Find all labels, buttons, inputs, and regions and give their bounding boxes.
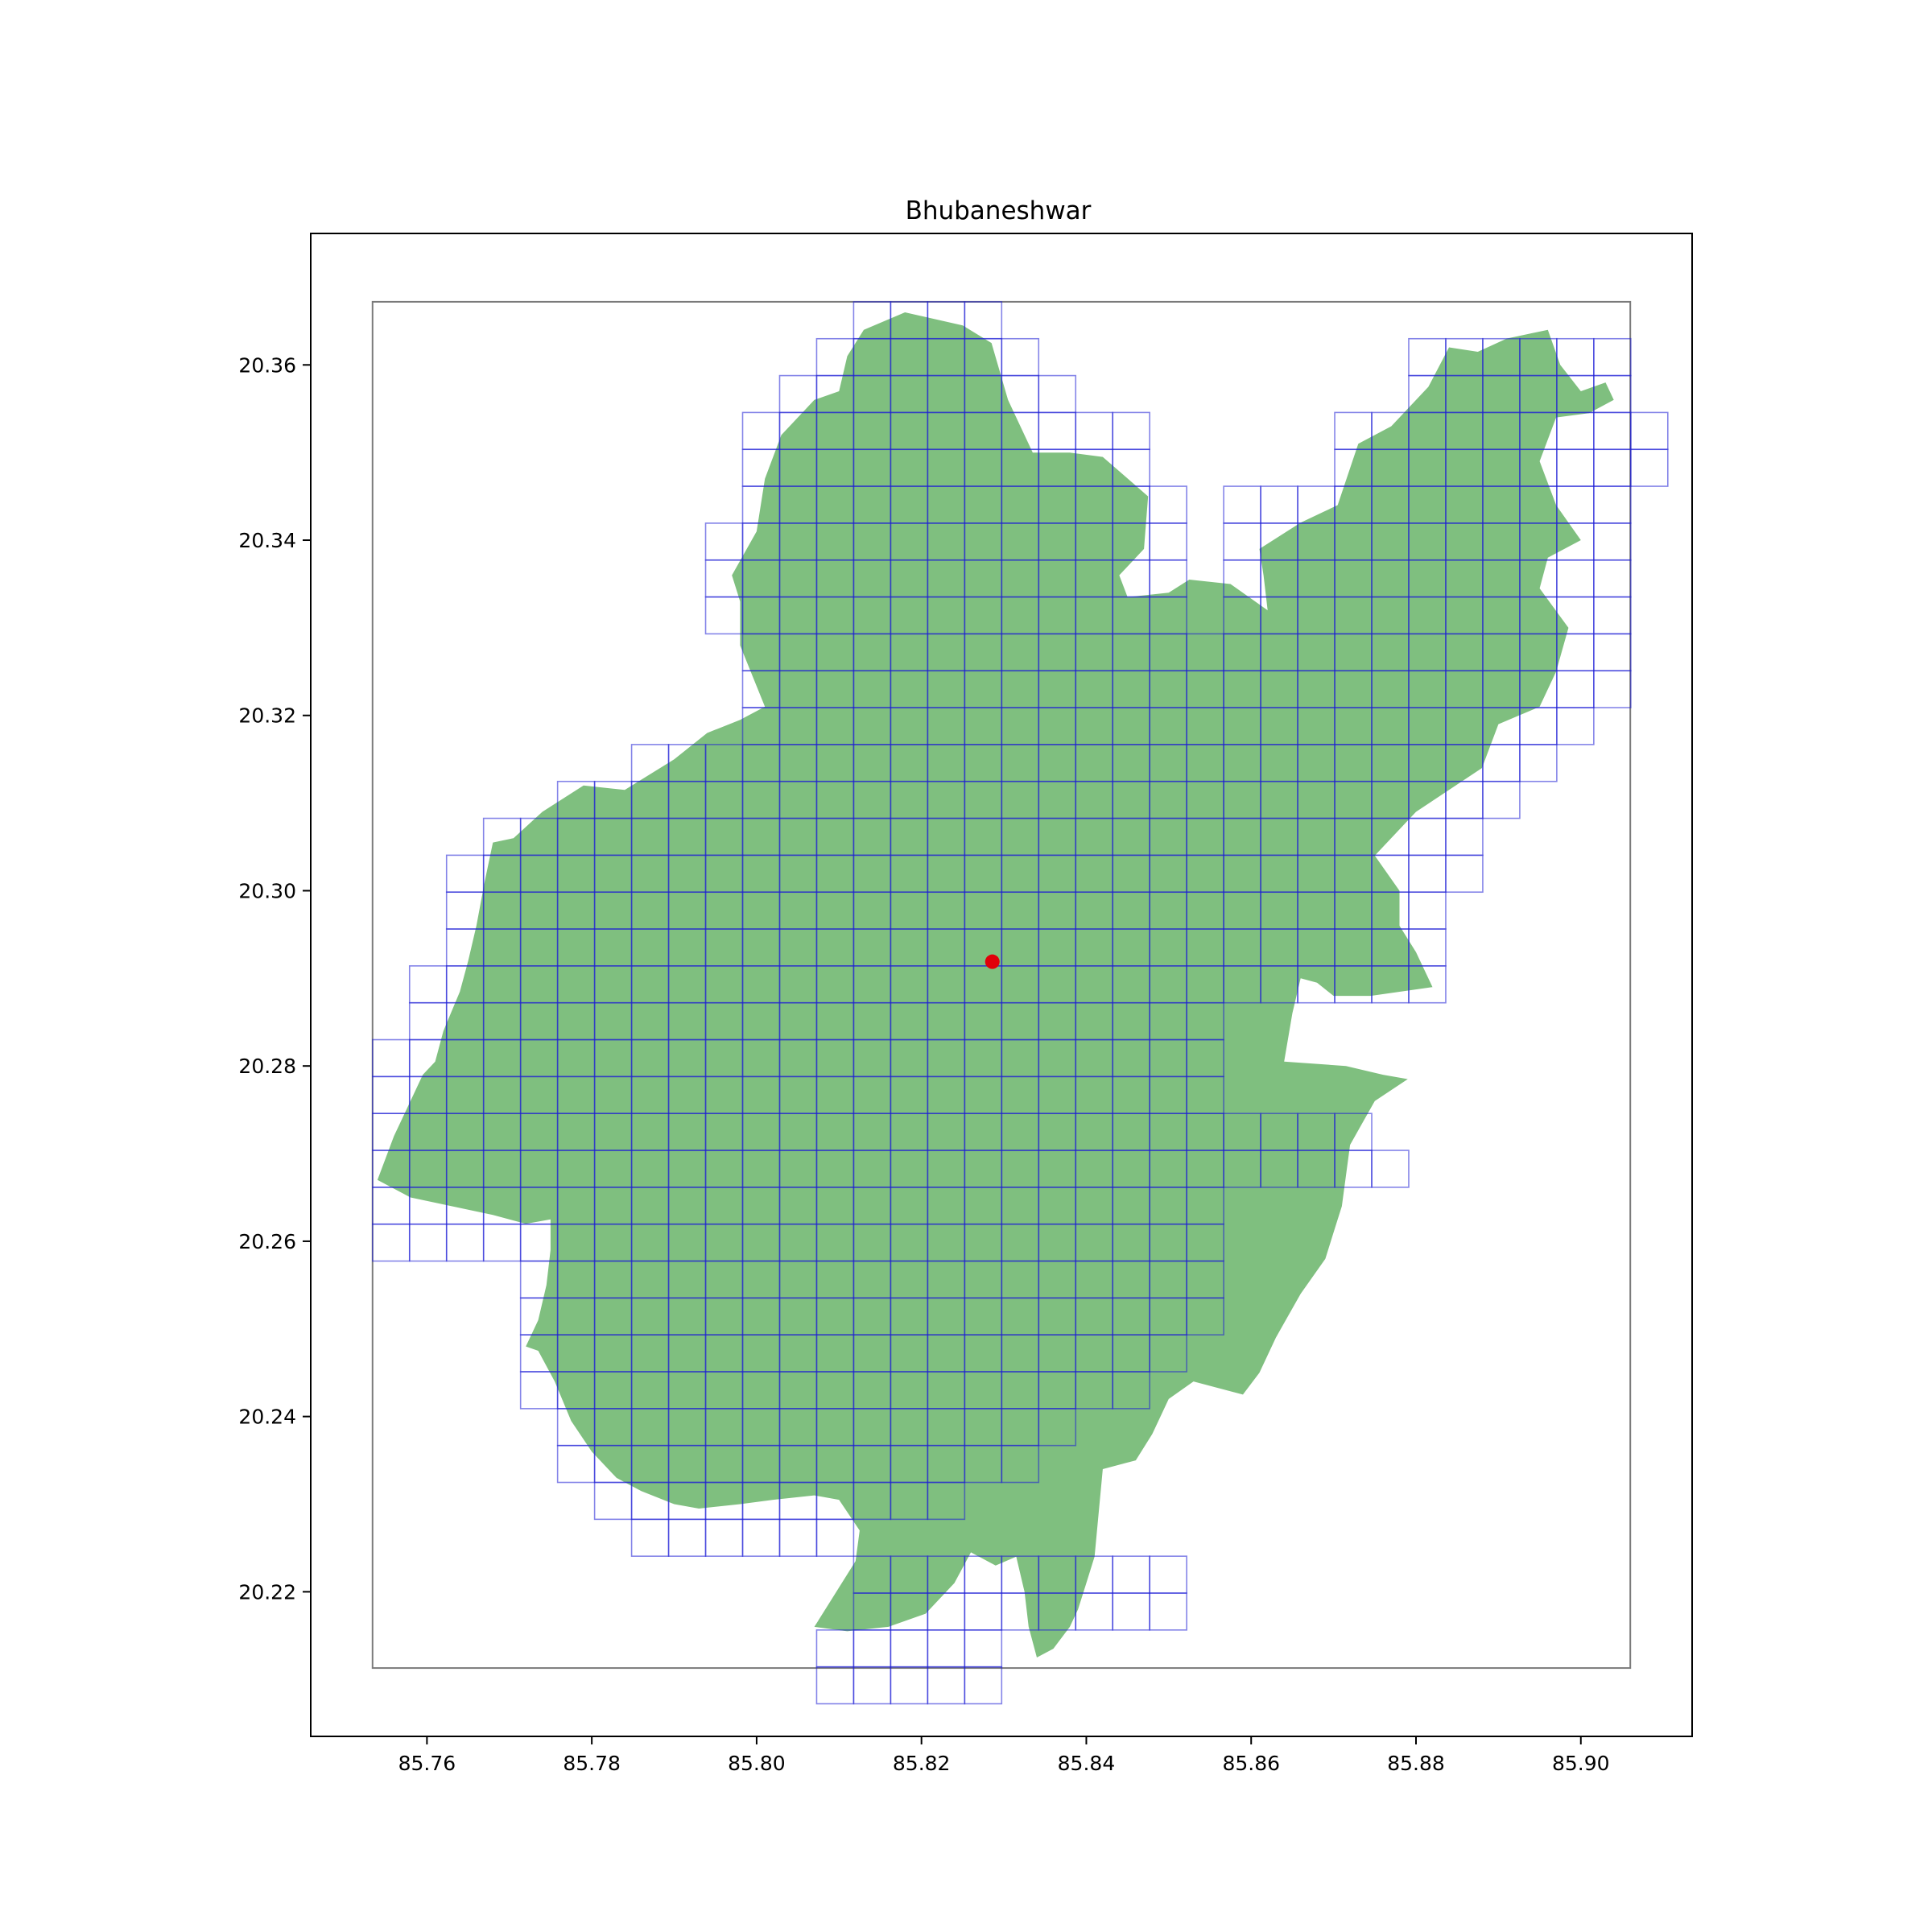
grid-cell bbox=[1149, 1334, 1187, 1373]
y-tick-label: 20.26 bbox=[238, 1230, 296, 1253]
x-tick-label: 85.76 bbox=[398, 1752, 456, 1775]
grid-cell bbox=[1556, 707, 1595, 745]
map-title: Bhubaneshwar bbox=[906, 196, 1092, 225]
x-tick-label: 85.80 bbox=[728, 1752, 786, 1775]
grid-cell bbox=[1371, 1150, 1410, 1188]
x-tick-label: 85.78 bbox=[563, 1752, 621, 1775]
y-tick-label: 20.24 bbox=[238, 1406, 296, 1429]
x-tick-label: 85.90 bbox=[1552, 1752, 1610, 1775]
grid-cell bbox=[1001, 1444, 1040, 1484]
grid-cell bbox=[1186, 1297, 1224, 1335]
grid-cell bbox=[1519, 744, 1558, 782]
grid-cell bbox=[1112, 1371, 1150, 1410]
grid-cell bbox=[1408, 965, 1447, 1004]
y-tick-label: 20.34 bbox=[238, 529, 296, 552]
y-tick-label: 20.36 bbox=[238, 353, 296, 377]
x-tick-label: 85.86 bbox=[1222, 1752, 1280, 1775]
city-center-point bbox=[985, 954, 1000, 969]
y-tick-label: 20.22 bbox=[238, 1580, 296, 1604]
city-boundary-polygon bbox=[377, 312, 1614, 1657]
grid-cell bbox=[1630, 448, 1669, 487]
grid-cell bbox=[1593, 670, 1632, 708]
grid-cell bbox=[815, 1518, 855, 1557]
x-tick-label: 85.84 bbox=[1058, 1752, 1116, 1775]
y-tick-label: 20.32 bbox=[238, 704, 296, 728]
y-tick-label: 20.30 bbox=[238, 879, 296, 902]
grid-cell bbox=[1149, 1592, 1187, 1631]
y-tick-label: 20.28 bbox=[238, 1055, 296, 1078]
grid-cell bbox=[1482, 780, 1521, 819]
grid-cell bbox=[1038, 1408, 1077, 1447]
grid-cell bbox=[964, 1666, 1003, 1705]
x-tick-label: 85.82 bbox=[893, 1752, 951, 1775]
grid-cell bbox=[1445, 854, 1484, 894]
grid-cell bbox=[927, 1481, 966, 1521]
x-tick-label: 85.88 bbox=[1387, 1752, 1445, 1775]
